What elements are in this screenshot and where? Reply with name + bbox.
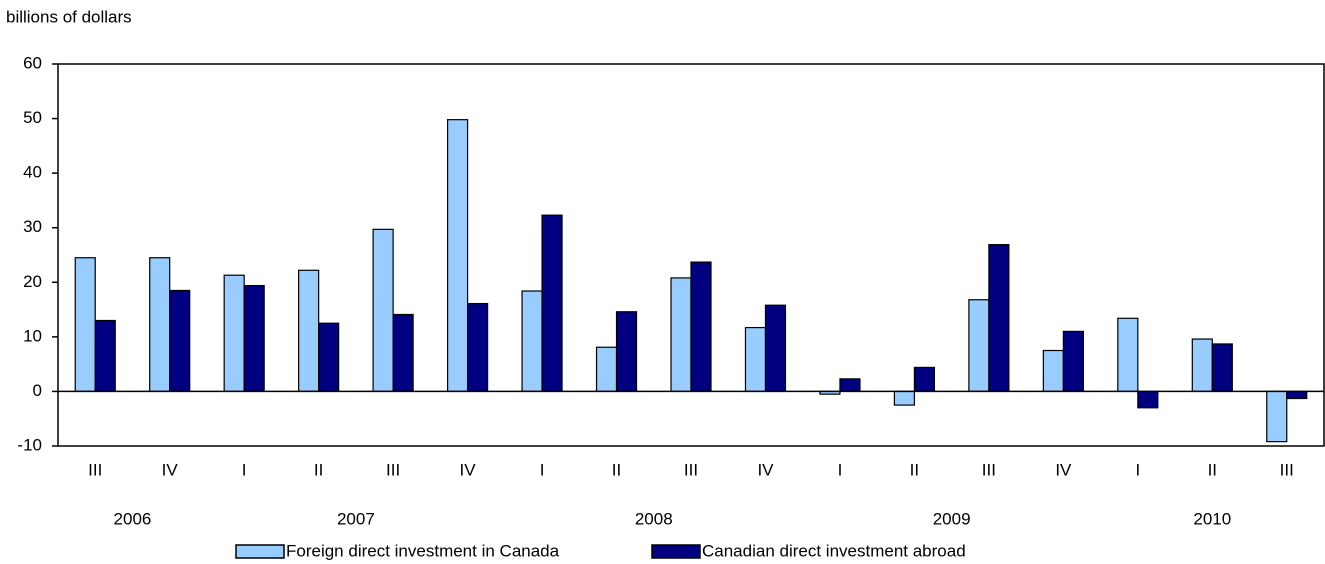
legend-label: Canadian direct investment abroad xyxy=(702,541,966,560)
y-tick-label: 30 xyxy=(23,217,42,236)
bar xyxy=(839,378,861,393)
legend-label: Foreign direct investment in Canada xyxy=(286,541,560,560)
bar xyxy=(595,346,618,393)
bar xyxy=(541,214,563,393)
year-label: 2010 xyxy=(1193,509,1231,528)
y-tick-label: 50 xyxy=(23,108,42,127)
legend-swatch xyxy=(235,544,285,559)
x-tick-label: II xyxy=(612,460,621,479)
year-label: 2007 xyxy=(337,509,375,528)
x-tick-label: II xyxy=(314,460,323,479)
bar xyxy=(1266,390,1288,443)
year-label: 2008 xyxy=(635,509,673,528)
x-tick-label: III xyxy=(982,460,996,479)
x-tick-label: III xyxy=(88,460,102,479)
y-tick-label: -10 xyxy=(17,435,42,454)
x-tick-label: III xyxy=(684,460,698,479)
x-tick-label: III xyxy=(1280,460,1294,479)
bar xyxy=(1137,390,1159,409)
bar xyxy=(1286,390,1308,400)
bar xyxy=(1191,338,1213,393)
bar xyxy=(169,289,191,393)
bar xyxy=(466,302,489,393)
y-tick-label: 0 xyxy=(33,381,42,400)
bar xyxy=(1042,349,1064,393)
legend-swatch xyxy=(651,544,701,559)
bar xyxy=(74,257,96,393)
y-axis-label: billions of dollars xyxy=(6,7,132,26)
x-tick-label: IV xyxy=(460,460,477,479)
y-tick-label: 60 xyxy=(23,53,42,72)
bar xyxy=(670,277,692,393)
bar xyxy=(223,274,245,393)
bar xyxy=(1117,317,1139,393)
bar xyxy=(521,290,543,393)
bar xyxy=(149,257,171,393)
year-label: 2006 xyxy=(114,509,152,528)
y-tick-label: 10 xyxy=(23,326,42,345)
x-tick-label: I xyxy=(838,460,843,479)
bar xyxy=(298,269,320,393)
y-tick-label: 20 xyxy=(23,272,42,291)
year-label: 2009 xyxy=(933,509,971,528)
x-tick-label: IV xyxy=(162,460,179,479)
x-tick-label: I xyxy=(242,460,247,479)
x-tick-label: I xyxy=(1135,460,1140,479)
x-tick-label: II xyxy=(910,460,919,479)
bar xyxy=(744,326,767,393)
bar xyxy=(392,313,414,393)
bar xyxy=(446,119,469,393)
bar xyxy=(968,299,990,393)
bar xyxy=(372,228,394,393)
bar xyxy=(1062,330,1084,393)
bar xyxy=(615,311,638,393)
bar xyxy=(988,244,1010,393)
bar xyxy=(243,284,265,393)
x-tick-label: IV xyxy=(1055,460,1072,479)
x-tick-label: IV xyxy=(757,460,774,479)
y-tick-label: 40 xyxy=(23,163,42,182)
bar xyxy=(318,322,340,393)
plot-frame xyxy=(57,63,1325,447)
bar xyxy=(913,366,936,393)
x-tick-label: II xyxy=(1208,460,1217,479)
x-tick-label: III xyxy=(386,460,400,479)
x-tick-label: I xyxy=(540,460,545,479)
bar xyxy=(893,390,916,406)
bar xyxy=(764,304,787,393)
bar xyxy=(690,261,712,393)
bar xyxy=(94,319,116,393)
bar xyxy=(1211,343,1233,393)
